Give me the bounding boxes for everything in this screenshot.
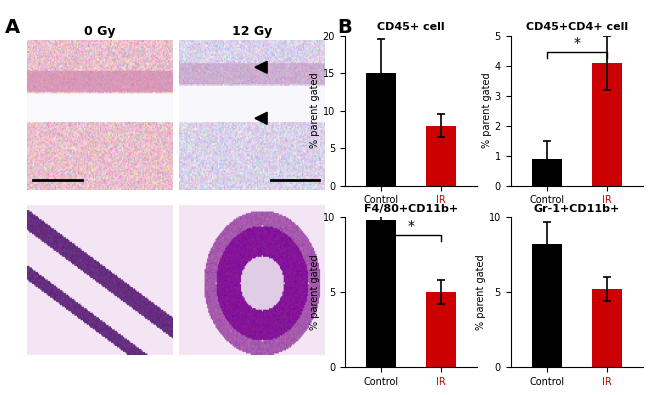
- Text: A: A: [5, 18, 21, 37]
- Title: 0 Gy: 0 Gy: [84, 25, 115, 38]
- Bar: [426, 126, 456, 186]
- Y-axis label: % parent gated: % parent gated: [476, 254, 486, 330]
- Text: *: *: [408, 219, 414, 233]
- Bar: [592, 289, 622, 367]
- Y-axis label: % parent gated: % parent gated: [482, 73, 492, 149]
- Bar: [366, 73, 396, 186]
- Polygon shape: [255, 61, 267, 73]
- Text: B: B: [337, 18, 351, 37]
- Bar: [532, 244, 562, 367]
- Bar: [532, 159, 562, 186]
- Y-axis label: % parent gated: % parent gated: [310, 73, 320, 149]
- Bar: [366, 220, 396, 367]
- Title: 12 Gy: 12 Gy: [232, 25, 272, 38]
- Title: CD45+CD4+ cell: CD45+CD4+ cell: [526, 22, 628, 32]
- Bar: [426, 292, 456, 367]
- Text: *: *: [573, 36, 580, 50]
- Title: CD45+ cell: CD45+ cell: [377, 22, 445, 32]
- Title: Gr-1+CD11b+: Gr-1+CD11b+: [534, 204, 620, 214]
- Polygon shape: [255, 112, 267, 124]
- Title: F4/80+CD11b+: F4/80+CD11b+: [364, 204, 458, 214]
- Bar: [592, 62, 622, 186]
- Y-axis label: % parent gated: % parent gated: [310, 254, 320, 330]
